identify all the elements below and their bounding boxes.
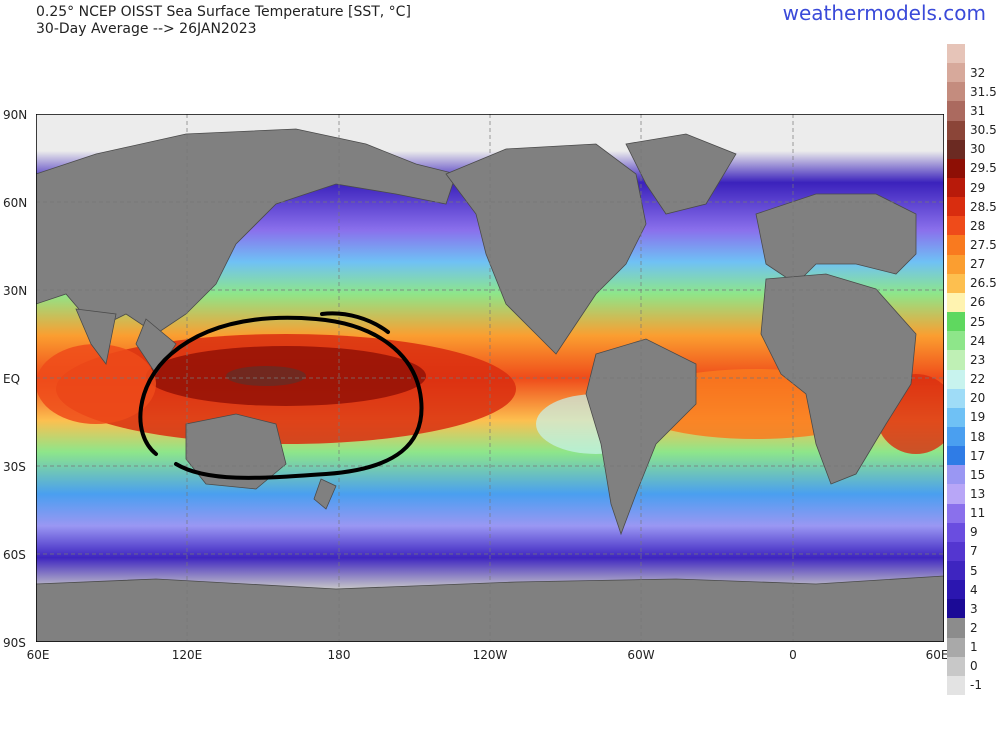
colorbar-swatch xyxy=(947,139,965,160)
brand-link[interactable]: weathermodels.com xyxy=(782,1,986,25)
colorbar-label: 1 xyxy=(970,640,978,655)
colorbar-label: 7 xyxy=(970,544,978,559)
colorbar-swatch xyxy=(947,44,965,64)
lon-label: 60E xyxy=(925,648,949,662)
colorbar-swatch xyxy=(947,369,965,390)
colorbar-label: 26.5 xyxy=(970,276,997,291)
colorbar-swatch xyxy=(947,675,965,696)
lat-label: 60S xyxy=(3,548,26,562)
colorbar-swatch xyxy=(947,637,965,658)
colorbar-label: 31 xyxy=(970,104,986,118)
colorbar-swatch xyxy=(947,618,965,639)
colorbar-swatch xyxy=(947,178,965,198)
colorbar-label: 32 xyxy=(970,65,986,80)
colorbar-swatch xyxy=(947,503,965,524)
colorbar-label: 29 xyxy=(970,180,986,195)
lat-label: 90S xyxy=(3,636,26,650)
colorbar-swatch xyxy=(947,63,965,83)
colorbar-label: 18 xyxy=(970,429,986,444)
colorbar-label: 0 xyxy=(970,659,978,674)
colorbar-swatch xyxy=(947,197,965,217)
lat-label: 90N xyxy=(3,108,28,122)
colorbar-swatch xyxy=(947,101,965,122)
colorbar-label: 22 xyxy=(970,372,986,387)
grid-lines xyxy=(36,114,944,642)
colorbar-label: 17 xyxy=(970,448,986,463)
colorbar-label: 24 xyxy=(970,333,986,348)
colorbar-label: 2 xyxy=(970,620,978,635)
colorbar-label: 29.5 xyxy=(970,161,997,176)
colorbar-label: 31.5 xyxy=(970,84,997,99)
colorbar-swatch xyxy=(947,484,965,505)
title-block: 0.25° NCEP OISST Sea Surface Temperature… xyxy=(36,4,411,38)
colorbar-swatch xyxy=(947,426,965,447)
colorbar-label: 13 xyxy=(970,486,986,501)
lon-label: 120W xyxy=(472,648,508,662)
colorbar-swatch xyxy=(947,446,965,466)
lon-label: 60W xyxy=(627,648,655,662)
map-title: 0.25° NCEP OISST Sea Surface Temperature… xyxy=(36,4,411,20)
colorbar-swatch xyxy=(947,388,965,409)
hand-drawn-circle xyxy=(138,311,424,480)
colorbar xyxy=(947,44,965,696)
colorbar-label: 30 xyxy=(970,142,986,157)
colorbar-label: 3 xyxy=(970,601,978,616)
lat-label: 30N xyxy=(3,284,28,298)
colorbar-label: 9 xyxy=(970,525,978,540)
colorbar-swatch xyxy=(947,254,965,275)
colorbar-label: 19 xyxy=(970,410,986,425)
colorbar-swatch xyxy=(947,331,965,351)
lon-label: 120E xyxy=(171,648,203,662)
colorbar-swatch xyxy=(947,312,965,332)
land-masses xyxy=(36,128,944,642)
colorbar-label: 26 xyxy=(970,295,986,310)
colorbar-swatch xyxy=(947,120,965,141)
colorbar-swatch xyxy=(947,292,965,313)
colorbar-label: 20 xyxy=(970,391,986,406)
colorbar-label: 28 xyxy=(970,218,986,233)
lon-label: 180 xyxy=(327,648,351,662)
colorbar-swatch xyxy=(947,599,965,619)
colorbar-label: 27.5 xyxy=(970,238,997,253)
colorbar-swatch xyxy=(947,465,965,485)
map-subtitle: 30-Day Average --> 26JAN2023 xyxy=(36,21,257,37)
lon-label: 0 xyxy=(789,648,797,662)
colorbar-swatch xyxy=(947,522,965,543)
colorbar-swatch xyxy=(947,656,965,677)
colorbar-swatch xyxy=(947,216,965,236)
colorbar-label: 30.5 xyxy=(970,123,997,138)
colorbar-swatch xyxy=(947,158,965,179)
colorbar-swatch xyxy=(947,350,965,370)
colorbar-label: 4 xyxy=(970,582,978,597)
lat-label: 60N xyxy=(3,196,28,210)
colorbar-label: 11 xyxy=(970,506,986,521)
colorbar-swatch xyxy=(947,407,965,428)
lat-label: EQ xyxy=(3,372,21,386)
colorbar-swatch xyxy=(947,560,965,581)
colorbar-label: 25 xyxy=(970,314,986,329)
colorbar-label: 5 xyxy=(970,563,978,578)
colorbar-label: 28.5 xyxy=(970,199,997,214)
colorbar-swatch xyxy=(947,541,965,562)
colorbar-label: 15 xyxy=(970,467,986,482)
lon-label: 60E xyxy=(26,648,50,662)
colorbar-swatch xyxy=(947,82,965,102)
colorbar-label: -1 xyxy=(970,678,982,693)
colorbar-label: 27 xyxy=(970,257,986,272)
colorbar-label: 23 xyxy=(970,352,986,367)
colorbar-swatch xyxy=(947,235,965,256)
colorbar-swatch xyxy=(947,580,965,600)
lat-label: 30S xyxy=(3,460,26,474)
colorbar-swatch xyxy=(947,273,965,294)
sst-map xyxy=(36,114,944,642)
